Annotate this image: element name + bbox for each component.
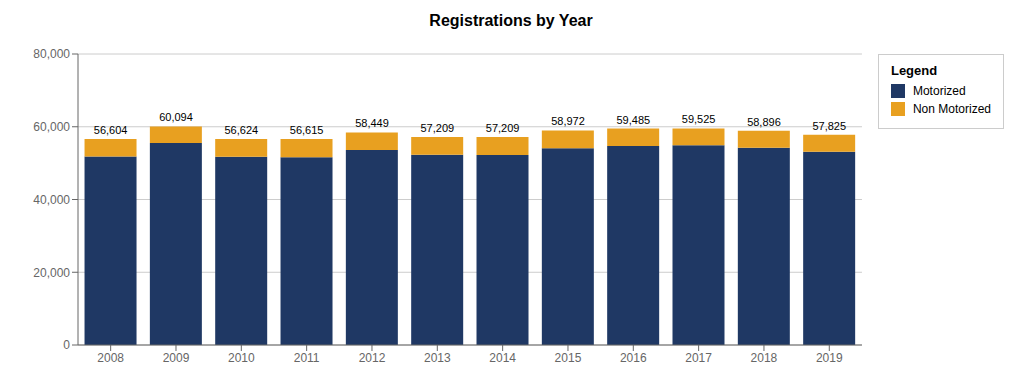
svg-text:20,000: 20,000 [33, 266, 70, 280]
html-text:Registrations by Year: Registrations by Year [429, 12, 593, 29]
html-text:Non Motorized: Non Motorized [913, 102, 991, 116]
svg-text:57,209: 57,209 [486, 122, 520, 134]
svg-text:2013: 2013 [424, 351, 451, 365]
svg-text:57,209: 57,209 [420, 122, 454, 134]
svg-text:2015: 2015 [555, 351, 582, 365]
svg-text:58,896: 58,896 [747, 116, 781, 128]
svg-text:57,825: 57,825 [812, 120, 846, 132]
html-text:Legend: Legend [891, 63, 938, 78]
svg-text:40,000: 40,000 [33, 193, 70, 207]
svg-text:0: 0 [63, 338, 70, 352]
svg-text:56,604: 56,604 [94, 124, 128, 136]
svg-text:2017: 2017 [685, 351, 712, 365]
svg-text:58,972: 58,972 [551, 115, 585, 127]
svg-text:2009: 2009 [163, 351, 190, 365]
svg-text:2012: 2012 [359, 351, 386, 365]
svg-text:60,094: 60,094 [159, 111, 193, 123]
svg-text:58,449: 58,449 [355, 117, 389, 129]
svg-text:2018: 2018 [751, 351, 778, 365]
svg-text:2019: 2019 [816, 351, 843, 365]
svg-text:2010: 2010 [228, 351, 255, 365]
svg-text:2008: 2008 [97, 351, 124, 365]
svg-text:59,485: 59,485 [616, 114, 650, 126]
svg-text:60,000: 60,000 [33, 120, 70, 134]
html-text:Motorized: Motorized [913, 84, 966, 98]
svg-text:2016: 2016 [620, 351, 647, 365]
svg-text:2011: 2011 [294, 351, 320, 365]
svg-text:80,000: 80,000 [33, 47, 70, 61]
svg-text:2014: 2014 [489, 351, 516, 365]
svg-text:56,624: 56,624 [224, 124, 258, 136]
svg-text:59,525: 59,525 [682, 113, 716, 125]
svg-text:56,615: 56,615 [290, 124, 324, 136]
